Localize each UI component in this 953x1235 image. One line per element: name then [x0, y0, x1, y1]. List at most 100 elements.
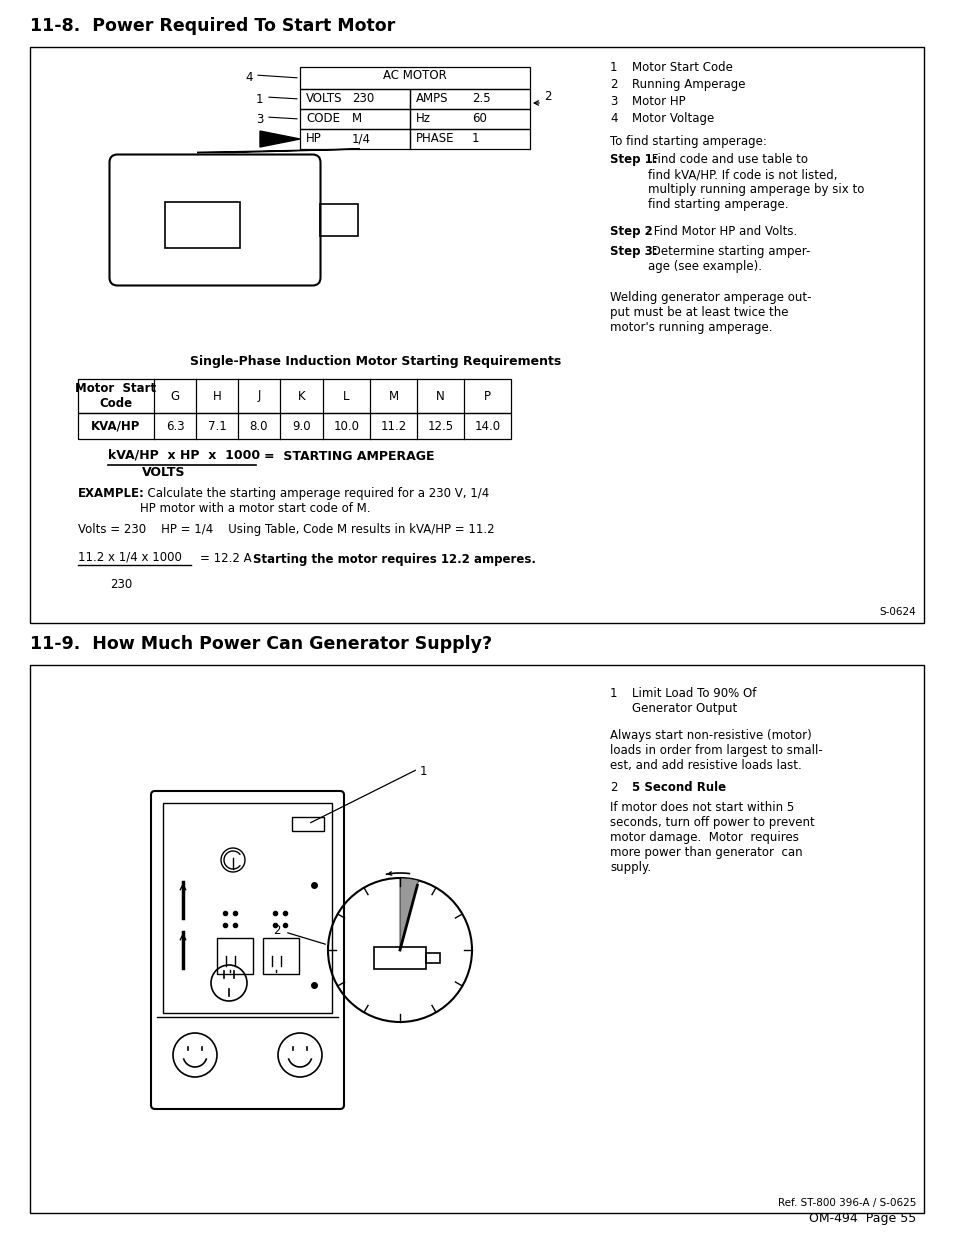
Text: Welding generator amperage out-
put must be at least twice the
motor's running a: Welding generator amperage out- put must… [609, 291, 811, 333]
Text: VOLTS: VOLTS [142, 466, 185, 479]
Text: 11.2 x 1/4 x 1000: 11.2 x 1/4 x 1000 [78, 551, 182, 564]
Text: motor damage.  Motor  requires: motor damage. Motor requires [609, 831, 798, 844]
Text: more power than generator  can: more power than generator can [609, 846, 801, 860]
Bar [299, 89, 410, 109]
Text: To find starting amperage:: To find starting amperage: [609, 135, 766, 148]
Text: 6.3: 6.3 [166, 420, 184, 432]
Text: 1: 1 [472, 132, 479, 144]
Text: loads in order from largest to small-: loads in order from largest to small- [609, 743, 821, 757]
Text: 4: 4 [609, 112, 617, 125]
Text: HP: HP [306, 132, 321, 144]
Bar [320, 204, 358, 236]
Text: 5 Second Rule: 5 Second Rule [631, 781, 725, 794]
Text: 1: 1 [609, 61, 617, 74]
Bar [216, 939, 253, 974]
Text: Motor Voltage: Motor Voltage [631, 112, 714, 125]
Text: Limit Load To 90% Of
Generator Output: Limit Load To 90% Of Generator Output [631, 687, 756, 715]
Text: EXAMPLE:: EXAMPLE: [78, 487, 145, 500]
Bar [299, 67, 530, 89]
Text: seconds, turn off power to prevent: seconds, turn off power to prevent [609, 816, 814, 829]
Text: =  STARTING AMPERAGE: = STARTING AMPERAGE [264, 451, 434, 463]
Text: H: H [213, 389, 221, 403]
FancyBboxPatch shape [151, 790, 344, 1109]
Text: M: M [388, 389, 398, 403]
Text: 9.0: 9.0 [292, 420, 311, 432]
Bar [30, 664, 923, 1213]
Text: 11.2: 11.2 [380, 420, 406, 432]
Text: Motor HP: Motor HP [631, 95, 685, 107]
Text: L: L [343, 389, 350, 403]
Text: 3: 3 [255, 112, 263, 126]
Text: AC MOTOR: AC MOTOR [383, 69, 446, 82]
Text: 3: 3 [609, 95, 617, 107]
Bar [426, 953, 439, 963]
Text: : Find Motor HP and Volts.: : Find Motor HP and Volts. [645, 225, 797, 238]
Text: K: K [297, 389, 305, 403]
FancyBboxPatch shape [110, 154, 320, 285]
Text: 10.0: 10.0 [334, 420, 359, 432]
Text: G: G [171, 389, 179, 403]
Text: M: M [352, 112, 362, 125]
Bar [374, 947, 426, 969]
Text: Step 2: Step 2 [609, 225, 652, 238]
Polygon shape [399, 878, 418, 950]
Text: Hz: Hz [416, 112, 431, 125]
Text: kVA/HP  x HP  x  1000: kVA/HP x HP x 1000 [108, 450, 260, 462]
Text: P: P [483, 389, 491, 403]
Bar [78, 412, 511, 438]
Text: KVA/HP: KVA/HP [91, 420, 140, 432]
Bar [292, 818, 324, 831]
Text: J: J [257, 389, 260, 403]
Text: Calculate the starting amperage required for a 230 V, 1/4: Calculate the starting amperage required… [140, 487, 489, 500]
Bar [163, 803, 332, 1013]
Bar [410, 109, 530, 128]
Text: 230: 230 [110, 578, 132, 592]
Text: est, and add resistive loads last.: est, and add resistive loads last. [609, 760, 801, 772]
Text: 4: 4 [245, 70, 253, 84]
Text: PHASE: PHASE [416, 132, 454, 144]
Text: 8.0: 8.0 [250, 420, 268, 432]
Text: Motor  Start
Code: Motor Start Code [75, 382, 156, 410]
Text: 2: 2 [273, 924, 280, 936]
Text: supply.: supply. [609, 861, 651, 874]
Text: 11-9.  How Much Power Can Generator Supply?: 11-9. How Much Power Can Generator Suppl… [30, 635, 492, 653]
Text: VOLTS: VOLTS [306, 91, 342, 105]
Bar [78, 379, 511, 412]
Bar [263, 939, 298, 974]
Text: 230: 230 [352, 91, 374, 105]
Text: N: N [436, 389, 444, 403]
Text: Find code and use table to
find kVA/HP. If code is not listed,
multiply running : Find code and use table to find kVA/HP. … [647, 153, 863, 211]
Text: 2: 2 [543, 90, 551, 104]
Bar [410, 128, 530, 149]
Text: 60: 60 [472, 112, 486, 125]
Text: 1: 1 [419, 764, 427, 778]
Text: Motor Start Code: Motor Start Code [631, 61, 732, 74]
Text: S-0624: S-0624 [879, 606, 915, 618]
Text: 1/4: 1/4 [352, 132, 371, 144]
Polygon shape [196, 149, 359, 152]
Text: Always start non-resistive (motor): Always start non-resistive (motor) [609, 729, 811, 742]
Bar [299, 128, 410, 149]
Text: HP motor with a motor start code of M.: HP motor with a motor start code of M. [140, 501, 370, 515]
Text: 2.5: 2.5 [472, 91, 490, 105]
Text: If motor does not start within 5: If motor does not start within 5 [609, 802, 794, 814]
Text: 1: 1 [609, 687, 617, 700]
Bar [410, 89, 530, 109]
Polygon shape [260, 131, 299, 147]
Text: 2: 2 [609, 78, 617, 91]
Text: Single-Phase Induction Motor Starting Requirements: Single-Phase Induction Motor Starting Re… [190, 354, 560, 368]
Text: Running Amperage: Running Amperage [631, 78, 744, 91]
Text: 1: 1 [255, 93, 263, 106]
Text: 7.1: 7.1 [208, 420, 226, 432]
Text: CODE: CODE [306, 112, 339, 125]
Text: = 12.2 A: = 12.2 A [200, 552, 259, 566]
Text: Ref. ST-800 396-A / S-0625: Ref. ST-800 396-A / S-0625 [777, 1198, 915, 1208]
Text: 11-8.  Power Required To Start Motor: 11-8. Power Required To Start Motor [30, 17, 395, 35]
Text: 2: 2 [609, 781, 617, 794]
Bar [299, 109, 410, 128]
Text: Volts = 230    HP = 1/4    Using Table, Code M results in kVA/HP = 11.2: Volts = 230 HP = 1/4 Using Table, Code M… [78, 522, 494, 536]
Text: OM-494  Page 55: OM-494 Page 55 [808, 1212, 915, 1225]
Text: 12.5: 12.5 [427, 420, 453, 432]
Text: 14.0: 14.0 [474, 420, 500, 432]
Text: Determine starting amper-
age (see example).: Determine starting amper- age (see examp… [647, 245, 809, 273]
